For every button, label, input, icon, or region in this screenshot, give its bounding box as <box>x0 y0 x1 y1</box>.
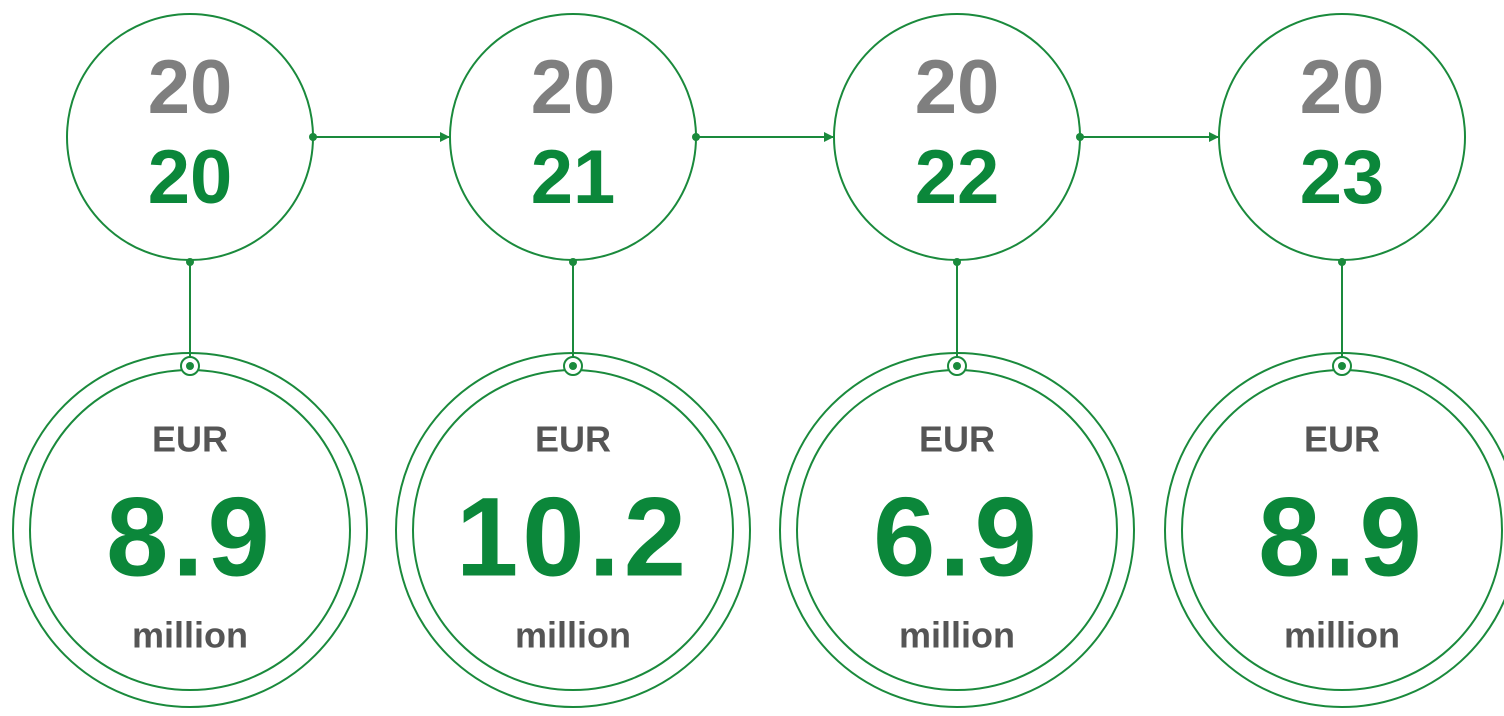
year-bottom: 20 <box>148 135 233 220</box>
year-top: 20 <box>915 45 1000 130</box>
amount-outer <box>779 352 1135 708</box>
unit: million <box>515 615 631 656</box>
amount: 10.2 <box>456 475 690 600</box>
year-bottom: 21 <box>531 135 616 220</box>
unit: million <box>132 615 248 656</box>
amount: 6.9 <box>873 475 1041 600</box>
connector-dot <box>569 258 577 266</box>
connector-dot <box>1338 362 1346 370</box>
currency: EUR <box>535 419 611 460</box>
currency: EUR <box>919 419 995 460</box>
connector-dot <box>186 362 194 370</box>
year-top: 20 <box>531 45 616 130</box>
currency: EUR <box>152 419 228 460</box>
amount: 8.9 <box>106 475 274 600</box>
year-top: 20 <box>148 45 233 130</box>
connector-dot <box>1338 258 1346 266</box>
year-top: 20 <box>1300 45 1385 130</box>
connector-dot <box>953 258 961 266</box>
unit: million <box>899 615 1015 656</box>
year-bottom: 23 <box>1300 135 1385 220</box>
amount-outer <box>395 352 751 708</box>
connector-dot <box>953 362 961 370</box>
amount-outer <box>12 352 368 708</box>
unit: million <box>1284 615 1400 656</box>
connector-dot <box>186 258 194 266</box>
amount: 8.9 <box>1258 475 1426 600</box>
connector-dot <box>569 362 577 370</box>
year-bottom: 22 <box>915 135 1000 220</box>
amount-outer <box>1164 352 1504 708</box>
currency: EUR <box>1304 419 1380 460</box>
